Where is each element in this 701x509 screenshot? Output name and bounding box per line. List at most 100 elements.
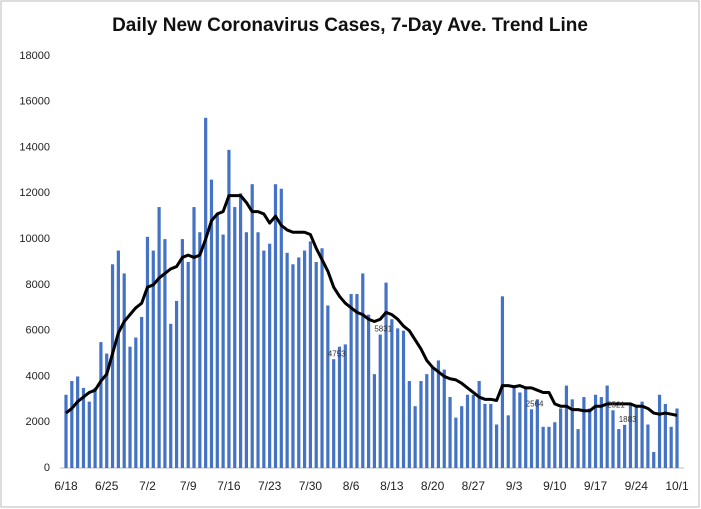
- bar: [314, 262, 318, 468]
- y-tick-label: 6000: [26, 325, 50, 337]
- bar: [116, 250, 120, 468]
- bar: [366, 314, 371, 468]
- bar: [483, 403, 487, 468]
- y-tick-label: 16000: [19, 96, 50, 108]
- bar: [337, 346, 342, 468]
- bar: [291, 264, 295, 468]
- bar: [640, 401, 644, 468]
- bar: [361, 273, 365, 468]
- bar: [431, 367, 435, 468]
- bar: [471, 394, 475, 468]
- x-tick-label: 10/1: [665, 479, 689, 493]
- y-tick-label: 14000: [19, 141, 50, 153]
- bar: [302, 250, 307, 468]
- x-tick-label: 8/6: [343, 479, 360, 493]
- bar: [157, 207, 161, 469]
- bar: [349, 294, 353, 468]
- data-label: 2564: [526, 399, 544, 408]
- x-tick-label: 8/27: [462, 479, 486, 493]
- x-tick-label: 6/25: [95, 479, 119, 493]
- bar: [308, 241, 312, 468]
- bar: [518, 392, 522, 468]
- bar: [419, 381, 423, 468]
- bar: [209, 179, 214, 468]
- bar: [390, 319, 394, 468]
- bar: [436, 360, 441, 468]
- bar: [425, 374, 429, 468]
- bar: [343, 344, 347, 468]
- data-label: 4753: [328, 349, 346, 358]
- bar: [151, 250, 155, 468]
- bar: [186, 262, 190, 468]
- bar: [169, 323, 173, 468]
- bar: [273, 184, 278, 468]
- x-tick-label: 7/16: [217, 479, 241, 493]
- bar: [396, 328, 400, 468]
- y-tick-label: 8000: [26, 279, 50, 291]
- bar: [652, 451, 656, 468]
- data-label: 2521: [607, 400, 625, 409]
- bar: [238, 193, 243, 469]
- x-tick-label: 9/3: [506, 479, 523, 493]
- bar: [244, 232, 248, 468]
- bar: [413, 406, 417, 468]
- bar: [145, 236, 150, 468]
- bar: [279, 188, 283, 468]
- bar: [657, 394, 662, 468]
- y-tick-label: 4000: [26, 370, 50, 382]
- bar: [611, 410, 615, 468]
- bar: [454, 417, 458, 468]
- bar: [320, 248, 324, 468]
- bar: [285, 252, 289, 468]
- bar: [198, 232, 202, 468]
- bar: [256, 232, 260, 468]
- bar: [122, 273, 126, 468]
- x-tick-label: 9/24: [625, 479, 649, 493]
- bar: [547, 426, 551, 468]
- bar: [93, 387, 97, 468]
- bar: [564, 385, 569, 468]
- bar: [599, 397, 603, 468]
- bar: [76, 376, 80, 468]
- bar: [192, 207, 196, 469]
- bar: [623, 424, 627, 468]
- bar: [570, 399, 574, 468]
- bar: [221, 234, 225, 468]
- bar: [250, 184, 254, 468]
- bar: [326, 305, 330, 468]
- bar: [297, 257, 301, 468]
- x-tick-label: 7/9: [180, 479, 197, 493]
- bar: [180, 239, 184, 468]
- trend-line: [65, 194, 678, 417]
- bar: [355, 294, 359, 468]
- data-label: 1883: [619, 415, 637, 424]
- chart-title: Daily New Coronavirus Cases, 7-Day Ave. …: [112, 15, 588, 36]
- bar: [593, 394, 598, 468]
- bar: [465, 394, 470, 468]
- bar: [64, 394, 68, 468]
- bar: [576, 429, 580, 468]
- bar: [442, 369, 446, 468]
- bar: [675, 408, 679, 468]
- bar: [99, 342, 103, 468]
- bar: [174, 300, 179, 468]
- x-tick-label: 8/13: [380, 479, 404, 493]
- bar: [535, 399, 539, 468]
- x-tick-label: 7/30: [299, 479, 323, 493]
- bar: [140, 316, 144, 468]
- bar: [401, 330, 406, 468]
- bar: [617, 429, 621, 468]
- bar: [588, 408, 592, 468]
- bar: [605, 385, 609, 468]
- bar: [262, 250, 266, 468]
- bar: [268, 243, 272, 468]
- bar: [646, 424, 650, 468]
- bar: [559, 408, 563, 468]
- bar: [215, 213, 219, 468]
- x-tick-label: 7/23: [258, 479, 282, 493]
- bar: [134, 337, 138, 468]
- bar: [506, 415, 510, 468]
- bar: [529, 409, 534, 468]
- bar: [582, 397, 586, 468]
